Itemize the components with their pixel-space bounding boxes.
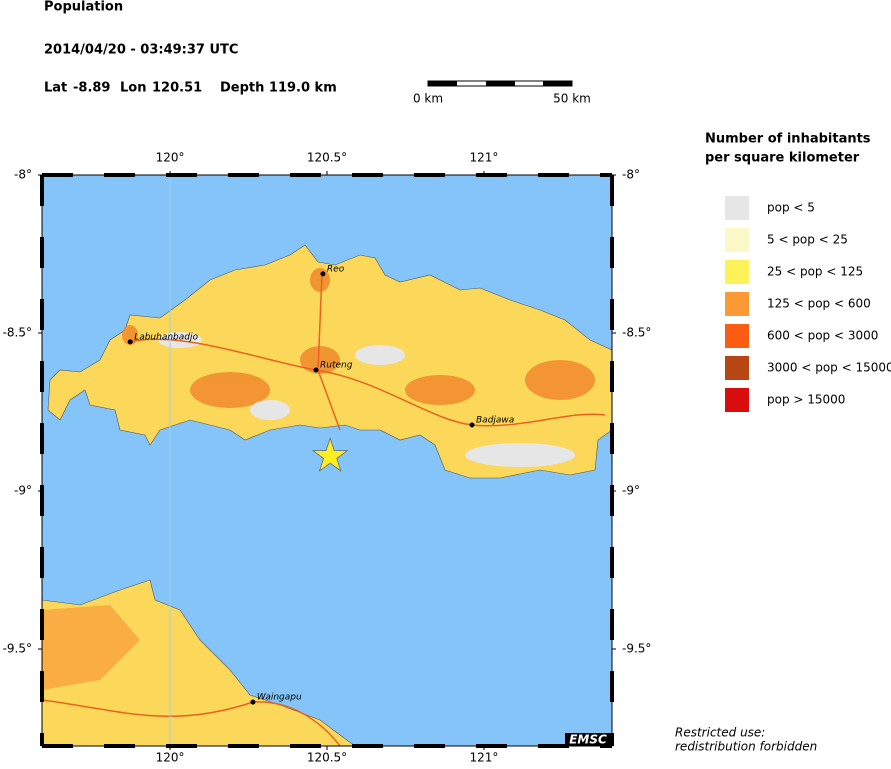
sparse-areas [158, 332, 575, 467]
legend-swatch [725, 292, 749, 316]
legend-title: Number of inhabitants [705, 132, 871, 147]
lat-tick-label: -8.5° [622, 325, 651, 339]
scale-seg [543, 81, 572, 86]
lon-tick-label: 120° [156, 151, 185, 165]
lat-tick-label: -8° [622, 168, 640, 182]
dense-areas [122, 268, 595, 408]
city-dot [250, 699, 256, 705]
city-name: Waingapu [257, 693, 302, 703]
depth: Depth 119.0 km [220, 81, 337, 96]
legend-label: pop < 5 [767, 201, 815, 215]
legend-label: 125 < pop < 600 [767, 297, 871, 311]
road [42, 699, 341, 746]
legend-swatch [725, 356, 749, 380]
lon-tick-label: 120° [156, 751, 185, 765]
credit-box [565, 733, 612, 746]
scale-seg [486, 81, 515, 86]
scale-bar [427, 80, 573, 87]
legend-label: 25 < pop < 125 [767, 265, 863, 279]
lat-tick-label: -9° [622, 483, 640, 497]
credit: EMSC [569, 733, 607, 747]
legend-swatch [725, 324, 749, 348]
lon-value: 120.51 [152, 81, 202, 96]
lat-label: Lat [44, 81, 67, 96]
title: Population [44, 0, 123, 15]
epicenter [311, 436, 349, 472]
city-name: Badjawa [476, 415, 514, 425]
lat-tick-label: -8.5° [3, 325, 32, 339]
legend-swatch [725, 228, 749, 252]
city-name: Labuhanbadjo [134, 332, 198, 342]
legend-swatch [725, 388, 749, 412]
city-name: Ruteng [320, 360, 353, 370]
datetime: 2014/04/20 - 03:49:37 UTC [44, 43, 238, 58]
lat-value: -8.89 [73, 81, 110, 96]
lon-tick-label: 120.5° [307, 151, 347, 165]
legend-label: 600 < pop < 3000 [767, 329, 878, 343]
legend-swatch [725, 260, 749, 284]
scale-start: 0 km [413, 92, 443, 106]
lat-tick-label: -9.5° [622, 641, 651, 655]
lon-tick-label: 121° [469, 151, 498, 165]
lat-tick-label: -9° [14, 483, 32, 497]
scale-end: 50 km [553, 92, 591, 106]
footer: redistribution forbidden [675, 740, 817, 754]
legend-label: 5 < pop < 25 [767, 233, 848, 247]
sumba-dense [42, 605, 140, 690]
city-dot [320, 271, 326, 277]
city-dot [313, 367, 319, 373]
scale-seg [428, 81, 457, 86]
footer: Restricted use: [675, 726, 765, 740]
city-dot [127, 339, 133, 345]
lon-tick-label: 121° [469, 751, 498, 765]
legend-label: 3000 < pop < 15000 [767, 361, 891, 375]
legend-swatch [725, 196, 749, 220]
legend-title: per square kilometer [705, 151, 860, 166]
city-dot [469, 422, 475, 428]
legend-label: pop > 15000 [767, 393, 845, 407]
city-name: Reo [327, 264, 345, 274]
lat-tick-label: -9.5° [3, 641, 32, 655]
lat-tick-label: -8° [14, 168, 32, 182]
lon-label: Lon [120, 81, 146, 96]
lon-tick-label: 120.5° [307, 751, 347, 765]
